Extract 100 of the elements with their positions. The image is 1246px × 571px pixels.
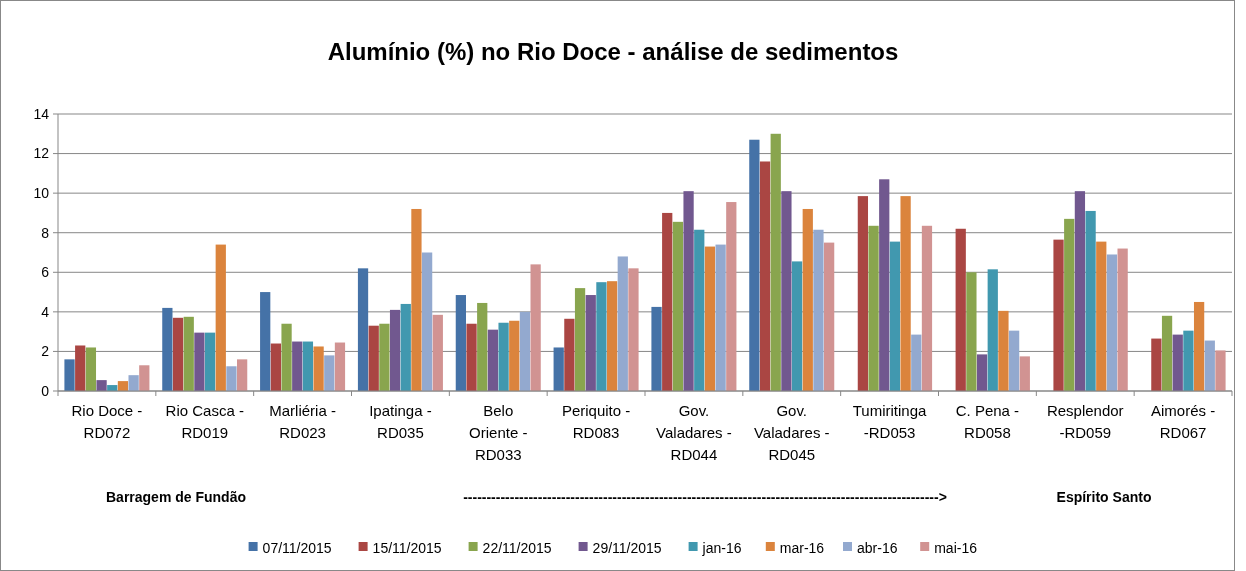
bar [672, 221, 684, 391]
bar [411, 208, 422, 391]
bar [455, 295, 466, 391]
bar [466, 323, 477, 391]
x-tick-label: Rio Doce - RD072 [71, 402, 143, 441]
bar [662, 212, 673, 391]
bar [313, 346, 324, 391]
bar [694, 229, 705, 391]
y-tick-label: 4 [41, 303, 50, 320]
y-tick-label: 10 [33, 185, 50, 202]
bar [128, 375, 139, 391]
bar [75, 345, 86, 391]
bar [1193, 301, 1205, 391]
x-tick-label: Aimorés - RD067 [1150, 402, 1216, 441]
legend-label: mar-16 [779, 539, 825, 556]
bar [857, 196, 869, 391]
bar [1106, 254, 1118, 391]
bar [889, 241, 901, 391]
bar [96, 380, 107, 391]
legend-label: 29/11/2015 [592, 539, 662, 556]
bar [628, 268, 639, 391]
bar [617, 256, 628, 391]
bar [1085, 210, 1096, 391]
bar [868, 225, 879, 391]
bar [1064, 218, 1075, 391]
bar [432, 314, 443, 391]
legend-label: 22/11/2015 [482, 539, 552, 556]
bar [1053, 239, 1064, 391]
bar [292, 341, 303, 391]
x-tick-label: Tumiritinga -RD053 [852, 402, 928, 441]
bar [302, 341, 314, 391]
bar [911, 334, 922, 391]
bar [998, 310, 1009, 391]
y-tick-label: 0 [41, 382, 50, 399]
bar [802, 208, 813, 391]
text: Barragem de Fundão [105, 489, 247, 505]
bar [1151, 338, 1162, 391]
x-tick-label: Periquito - RD083 [561, 402, 631, 441]
bar [379, 323, 390, 391]
x-tick-label: Gov. Valadares - RD045 [753, 402, 830, 463]
x-tick-label: C. Pena - RD058 [955, 402, 1020, 441]
legend-label: abr-16 [857, 539, 898, 556]
bar [421, 252, 433, 391]
bar [519, 311, 531, 391]
bar [1117, 248, 1128, 391]
bar [1204, 340, 1215, 391]
bar [791, 261, 803, 391]
bar [194, 332, 205, 391]
bar [183, 316, 194, 391]
legend-label: jan-16 [701, 539, 742, 556]
legend-label: 07/11/2015 [262, 539, 332, 556]
bar [770, 133, 781, 391]
bar [1215, 350, 1226, 391]
bar [389, 309, 401, 391]
bar [553, 347, 564, 391]
bar [139, 365, 150, 391]
y-tick-label: 6 [41, 264, 50, 281]
text: Espírito Santo [1056, 489, 1152, 505]
bar [85, 347, 97, 391]
y-tick-label: 12 [33, 145, 50, 162]
bar [749, 139, 760, 391]
bar [237, 359, 248, 391]
bar [477, 302, 488, 391]
bar [215, 244, 226, 391]
bar [357, 268, 369, 391]
y-tick-label: 2 [41, 343, 50, 360]
bar [966, 272, 977, 391]
legend-label: mai-16 [934, 539, 978, 556]
bar [204, 332, 216, 391]
bar [596, 282, 607, 391]
bar [921, 225, 933, 391]
bar [813, 229, 824, 391]
bar [368, 325, 379, 391]
bar [1183, 330, 1194, 391]
x-tick-label: Resplendor -RD059 [1046, 402, 1124, 441]
y-tick-label: 8 [41, 224, 50, 241]
bar [585, 295, 596, 391]
bar [530, 264, 541, 391]
bar [824, 242, 835, 391]
bar [334, 342, 346, 391]
bar [487, 329, 499, 391]
bar [324, 355, 335, 391]
bar [172, 317, 184, 391]
bar [987, 269, 998, 391]
bar [715, 244, 726, 391]
bar [1008, 330, 1020, 391]
bar [879, 179, 890, 391]
x-tick-label: Belo Oriente - RD033 [469, 402, 528, 463]
bar [226, 366, 237, 391]
bar [976, 354, 988, 391]
x-tick-label: Marliéria - RD023 [269, 402, 336, 441]
bar [400, 303, 411, 391]
x-tick-label: Rio Casca - RD019 [165, 402, 244, 441]
x-tick-label: Ipatinga - RD035 [369, 402, 432, 441]
chart-title: Alumínio (%) no Rio Doce - análise de sedimentos [327, 38, 899, 65]
bar [260, 292, 271, 391]
text: ------------------------------------------------------------------------------------------------------> [463, 489, 947, 505]
bar [1096, 241, 1107, 391]
bar [564, 318, 575, 391]
y-tick-label: 14 [33, 105, 50, 122]
